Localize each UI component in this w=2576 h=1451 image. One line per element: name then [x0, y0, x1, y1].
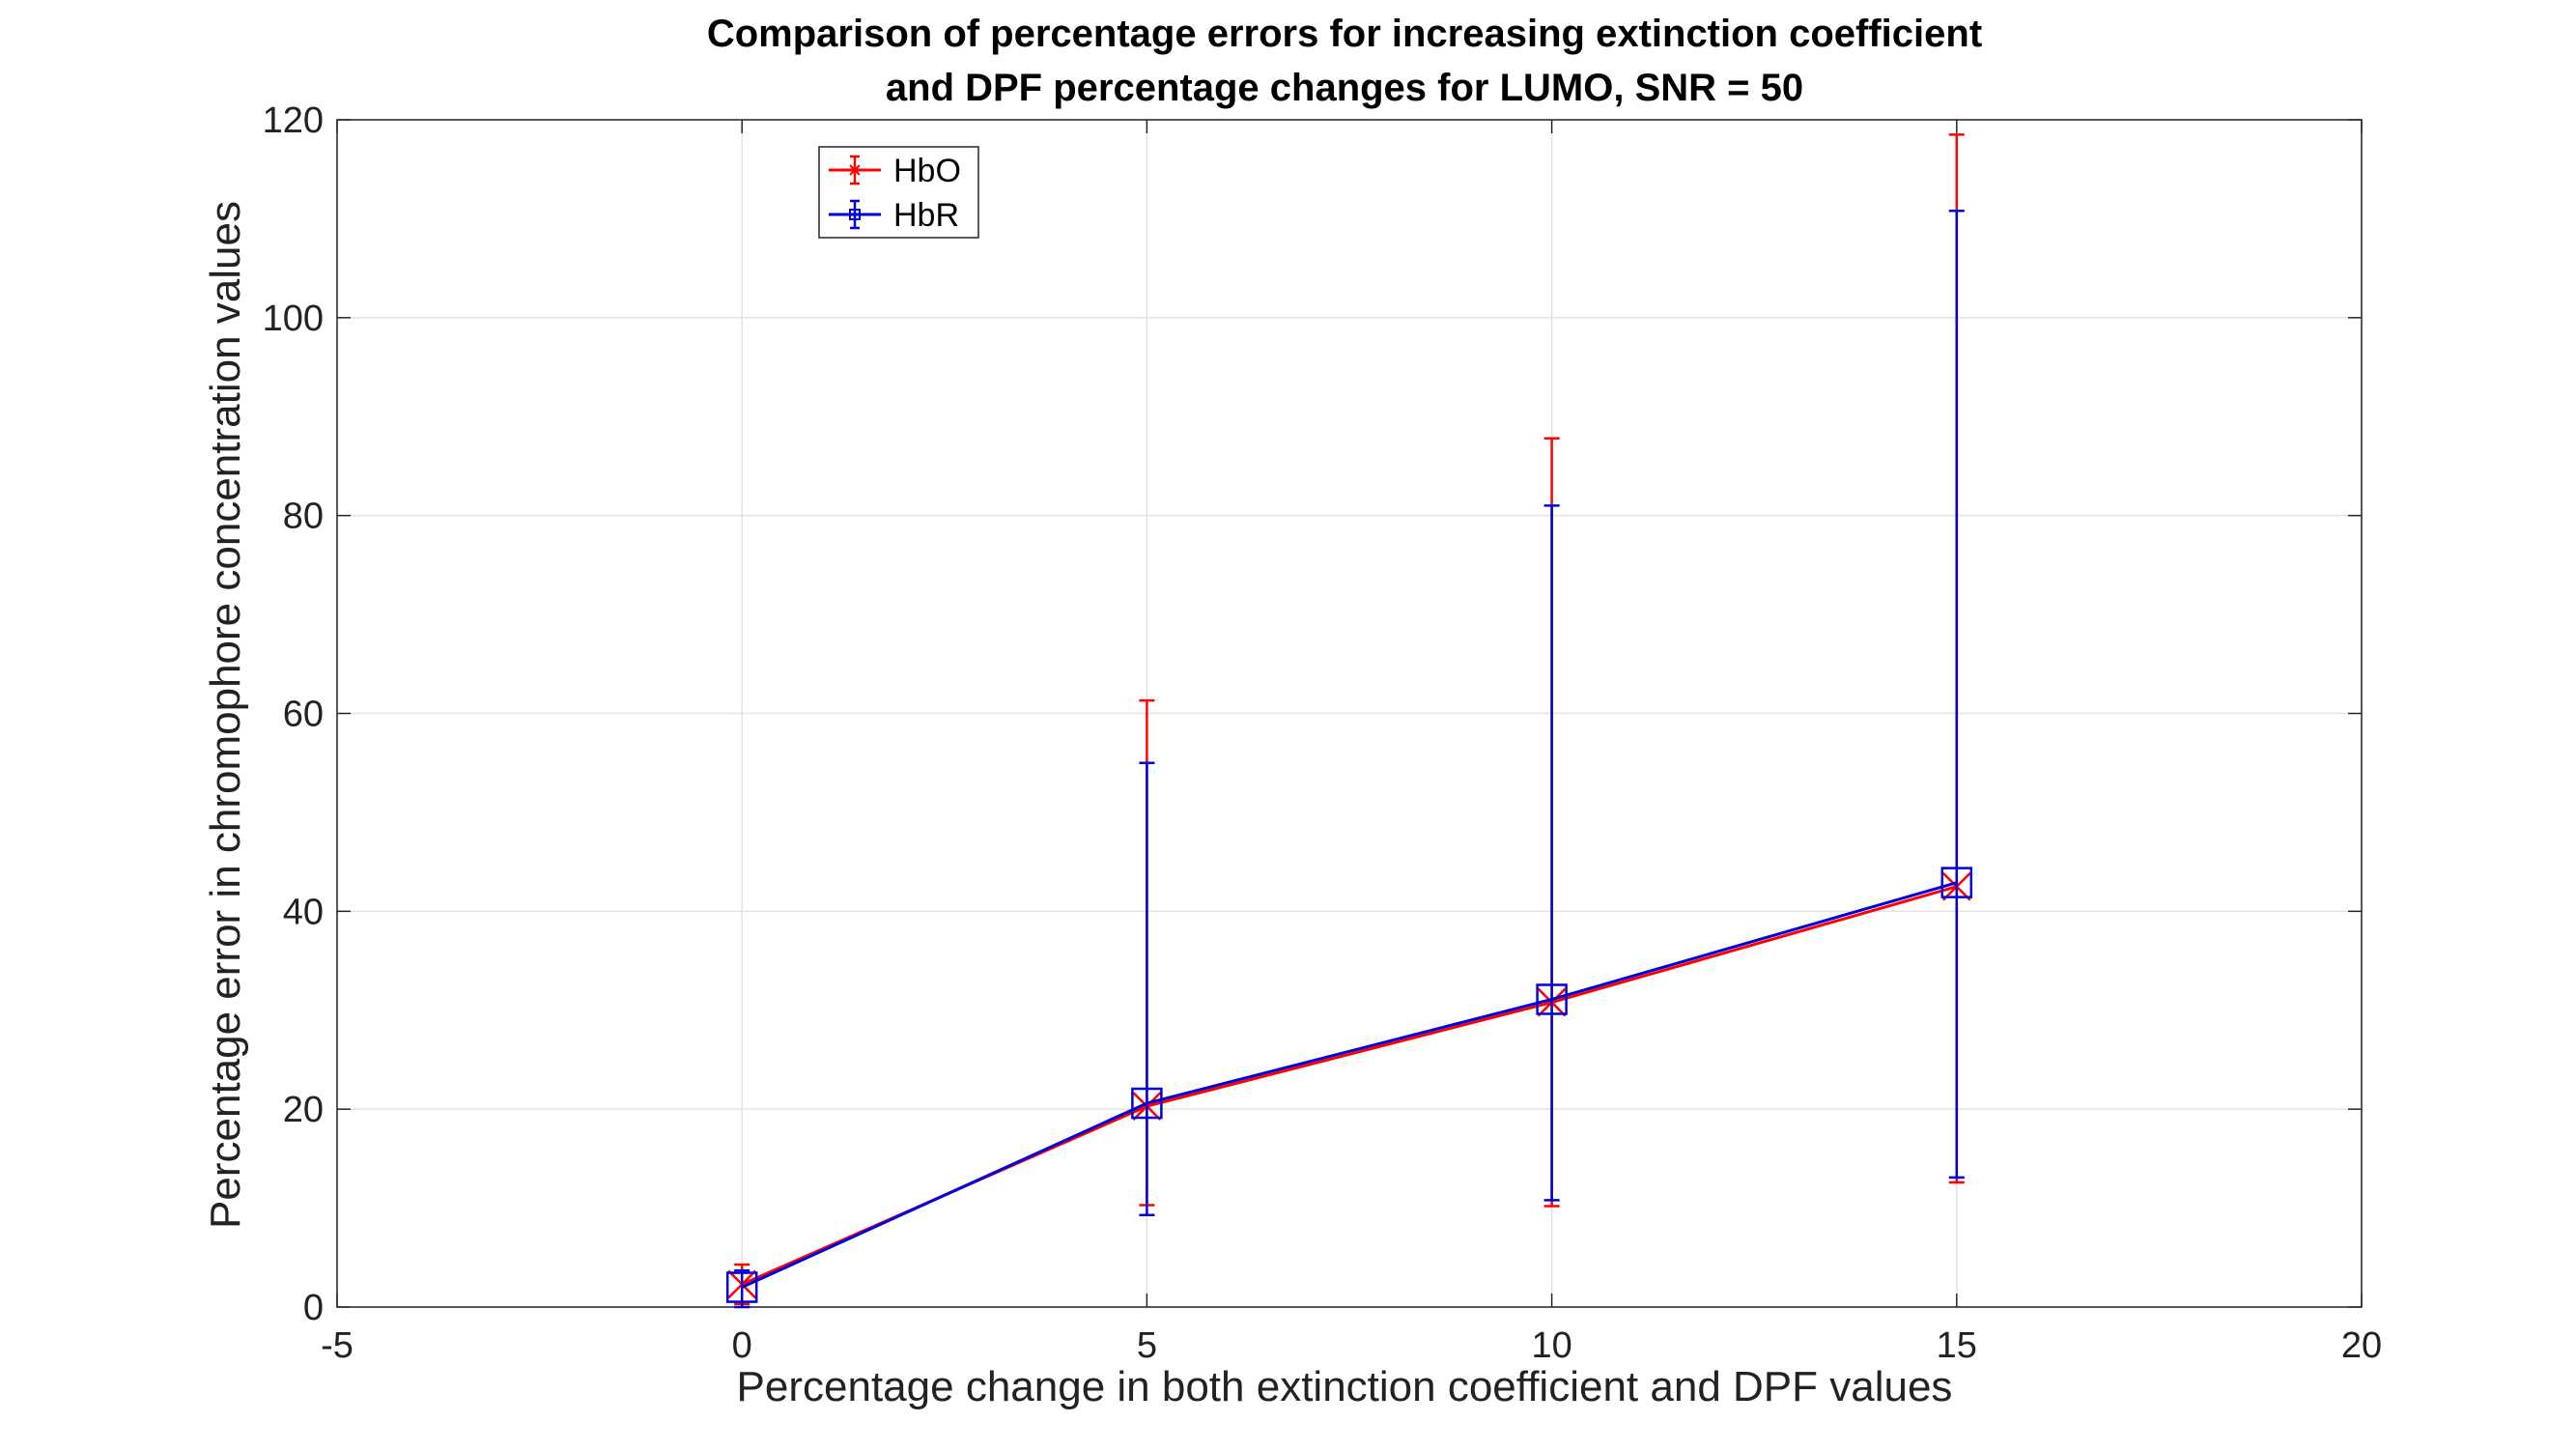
legend-label-hbo: HbO	[893, 153, 961, 189]
errorbar-hbr	[1543, 504, 1560, 1202]
y-tick-label: 120	[263, 100, 324, 141]
y-tick-label: 0	[303, 1288, 324, 1328]
point-hbr	[1131, 1087, 1163, 1120]
y-axis-label: Percentage error in chromophore concentr…	[202, 201, 249, 1229]
legend-symbol-hbr	[829, 199, 881, 230]
legend-item-hbo: HbO	[829, 153, 961, 189]
x-tick-label: 0	[732, 1325, 752, 1366]
errorbar-hbr	[1948, 209, 1965, 1180]
legend-box	[818, 146, 979, 239]
x-tick-label: 20	[2341, 1325, 2382, 1366]
point-hbr	[1940, 867, 1973, 898]
gridlines	[336, 119, 2363, 1308]
line-hbo	[741, 885, 1958, 1286]
chart-title-line-1: Comparison of percentage errors for incr…	[707, 13, 1982, 55]
chart-title-line-2: and DPF percentage changes for LUMO, SNR…	[886, 67, 1803, 109]
y-tick-label: 20	[283, 1090, 324, 1130]
legend: HbO HbR	[818, 146, 979, 239]
legend-symbol-hbo	[829, 155, 881, 185]
y-tick-label: 80	[283, 497, 324, 537]
line-hbr	[741, 881, 1958, 1289]
point-hbr	[725, 1271, 758, 1303]
point-hbr	[1536, 983, 1568, 1015]
x-tick-label: 5	[1137, 1325, 1157, 1366]
y-tick-label: 60	[283, 695, 324, 735]
series-hbo	[727, 133, 1971, 1306]
x-tick-label: 10	[1531, 1325, 1571, 1366]
y-tick-label: 100	[263, 299, 324, 339]
series-hbr	[725, 209, 1973, 1309]
x-axis-label: Percentage change in both extinction coe…	[737, 1363, 1953, 1410]
x-tick-label: -5	[321, 1325, 354, 1366]
legend-label-hbr: HbR	[893, 197, 959, 234]
series	[725, 133, 1973, 1309]
x-tick-label: 15	[1937, 1325, 1977, 1366]
y-tick-label: 40	[283, 892, 324, 932]
errorbar-hbr	[1139, 761, 1155, 1217]
legend-item-hbr: HbR	[829, 197, 959, 234]
